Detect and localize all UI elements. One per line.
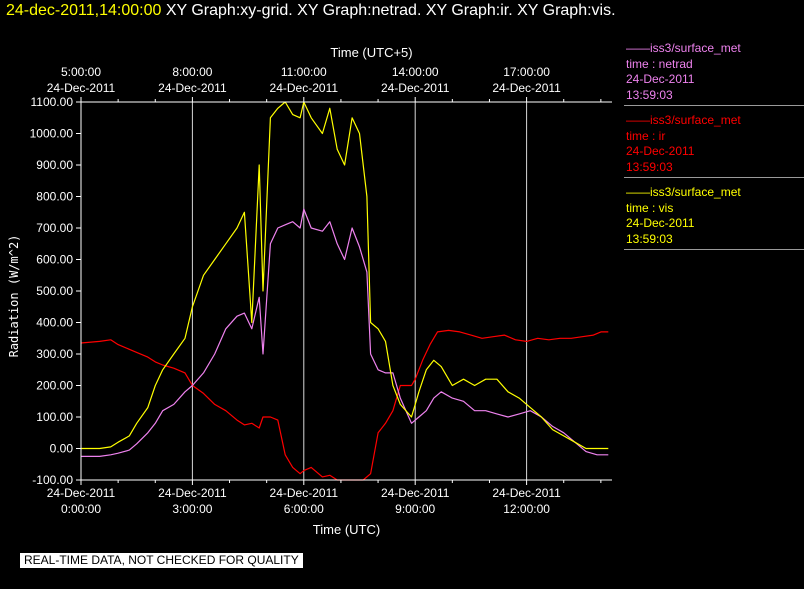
x-tick-top-date-3: 24-Dec-2011	[381, 81, 450, 95]
legend-date: 24-Dec-2011	[626, 144, 695, 158]
legend-source: ——iss3/surface_met	[626, 41, 741, 55]
legend-separator	[624, 105, 804, 106]
y-tick-label-6: 500.00	[36, 284, 73, 298]
legend-time: 13:59:03	[626, 159, 673, 174]
legend-source: ——iss3/surface_met	[626, 113, 741, 127]
chart-axes	[76, 97, 612, 485]
x-tick-bottom-time-3: 9:00:00	[395, 502, 435, 516]
x-tick-bottom-date-2: 24-Dec-2011	[270, 486, 339, 500]
y-tick-label-8: 700.00	[36, 221, 73, 235]
x-tick-bottom-time-4: 12:00:00	[503, 502, 550, 516]
chart-grid	[191, 102, 528, 480]
quality-disclaimer: REAL-TIME DATA, NOT CHECKED FOR QUALITY	[20, 553, 303, 568]
x-tick-top-date-1: 24-Dec-2011	[158, 81, 227, 95]
chart-labels: -100.00 0.00 100.00 200.00 300.00 400.00 500.0…	[7, 45, 561, 537]
series-line-2	[81, 101, 609, 450]
x-tick-top-time-3: 14:00:00	[392, 65, 439, 79]
x-tick-bottom-date-1: 24-Dec-2011	[158, 486, 227, 500]
y-tick-label-4: 300.00	[36, 347, 73, 361]
x-tick-top-time-0: 5:00:00	[61, 65, 101, 79]
x-tick-top-date-2: 24-Dec-2011	[270, 81, 339, 95]
header-title: 24-dec-2011,14:00:00 XY Graph:xy-grid. X…	[6, 2, 616, 20]
legend-separator	[624, 249, 804, 250]
legend-variable: time : ir	[626, 128, 666, 143]
y-axis-title: Radiation (W/m^2)	[7, 235, 21, 358]
legend-source: ——iss3/surface_met	[626, 185, 741, 199]
legend-entry-0: ——iss3/surface_met time : netrad 24-Dec-20…	[626, 41, 804, 103]
y-tick-label-9: 800.00	[36, 190, 73, 204]
x-tick-top-date-4: 24-Dec-2011	[492, 81, 561, 95]
series-line-1	[81, 208, 609, 457]
y-tick-label-2: 100.00	[36, 410, 73, 424]
x-tick-bottom-date-3: 24-Dec-2011	[381, 486, 450, 500]
y-tick-label-11: 1000.00	[30, 127, 74, 141]
x-tick-bottom-time-2: 6:00:00	[284, 502, 324, 516]
x-tick-top-time-1: 8:00:00	[172, 65, 212, 79]
y-tick-label-12: 1100.00	[31, 95, 74, 109]
x-tick-bottom-time-1: 3:00:00	[172, 502, 212, 516]
header-graph-titles: XY Graph:xy-grid. XY Graph:netrad. XY Gr…	[165, 2, 616, 19]
header-datetime: 24-dec-2011,14:00:00	[6, 2, 162, 19]
legend-date: 24-Dec-2011	[626, 216, 695, 230]
chart-series	[80, 101, 609, 481]
x-axis-title-bottom: Time (UTC)	[313, 522, 380, 537]
x-tick-top-time-2: 11:00:00	[281, 65, 327, 79]
y-tick-label-1: 0.00	[50, 442, 74, 456]
y-tick-label-7: 600.00	[36, 253, 73, 267]
y-tick-label-10: 900.00	[36, 158, 73, 172]
x-tick-bottom-time-0: 0:00:00	[61, 502, 101, 516]
x-tick-bottom-date-4: 24-Dec-2011	[492, 486, 561, 500]
legend-time: 13:59:03	[626, 87, 673, 102]
y-tick-label-5: 400.00	[36, 316, 73, 330]
y-tick-label-0: -100.00	[32, 473, 73, 487]
legend-date: 24-Dec-2011	[626, 72, 695, 86]
x-axis-title-top: Time (UTC+5)	[330, 45, 412, 60]
series-line-0	[80, 329, 609, 481]
y-tick-label-3: 200.00	[36, 379, 73, 393]
x-tick-bottom-date-0: 24-Dec-2011	[47, 486, 116, 500]
x-tick-top-time-4: 17:00:00	[503, 65, 550, 79]
legend-time: 13:59:03	[626, 231, 673, 246]
legend-variable: time : vis	[626, 200, 674, 215]
legend-separator	[624, 177, 804, 178]
x-tick-top-date-0: 24-Dec-2011	[47, 81, 116, 95]
legend-variable: time : netrad	[626, 56, 693, 71]
legend-entry-1: ——iss3/surface_met time : ir 24-Dec-2011 13…	[626, 113, 804, 175]
legend-entry-2: ——iss3/surface_met time : vis 24-Dec-2011 1…	[626, 185, 804, 247]
